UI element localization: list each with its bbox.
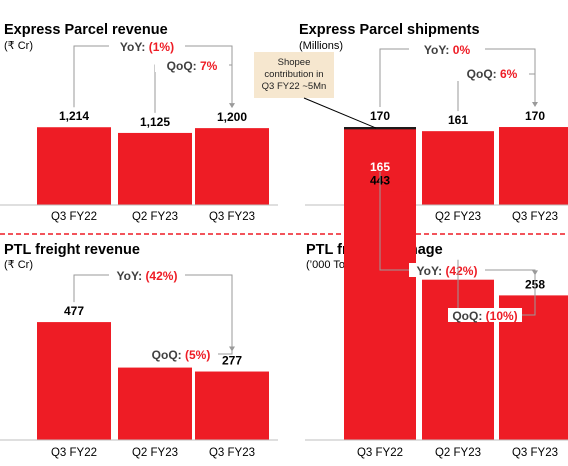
bar-q3-fy22 [37,322,111,440]
data-label: 1,214 [59,109,89,123]
yoy-value: 0% [453,43,471,57]
chart-unit: (Millions) [299,40,343,52]
yoy-arrow [532,102,538,108]
yoy-label: YoY: (42%) [117,269,178,283]
yoy-label-bg [409,42,485,56]
yoy-arrow [229,103,235,109]
chart-title: Express Parcel shipments [299,22,480,38]
yoy-label-bg [109,268,185,282]
x-tick-label: Q3 FY23 [512,211,558,223]
inner-value-label: 165 [370,160,390,174]
data-label: 277 [222,354,242,368]
data-label: 1,125 [140,115,170,129]
qoq-value: 7% [200,59,218,73]
annotation-pointer [303,97,377,129]
yoy-text: YoY: [424,43,453,57]
qoq-value: (10%) [486,309,518,323]
qoq-label-bg [448,308,522,322]
x-tick-label: Q3 FY22 [357,447,403,459]
data-label: 161 [448,113,468,127]
annotation-line: Shopee [278,57,311,68]
chart-unit: (₹ Cr) [4,40,33,52]
qoq-label-bg [144,347,218,361]
x-tick-label: Q2 FY23 [435,211,481,223]
yoy-text: YoY: [417,264,446,278]
annotation-line: contribution in [264,69,323,80]
yoy-value: (42%) [145,269,177,283]
data-label: 477 [64,304,84,318]
qoq-label: QoQ: (5%) [152,348,211,362]
qoq-label-bg [455,67,529,81]
qoq-label: QoQ: 7% [167,59,218,73]
qoq-value: 6% [500,67,518,81]
x-tick-label: Q3 FY23 [209,447,255,459]
x-tick-label: Q2 FY23 [132,447,178,459]
qoq-text: QoQ: [167,59,200,73]
bar-q3-fy23 [195,128,269,205]
bar-q2-fy23 [118,367,192,440]
chart-panel-1: Express Parcel revenue (₹ Cr) 1,214 Q3 FY22… [0,22,278,223]
x-tick-label: Q2 FY23 [132,211,178,223]
data-label: 170 [525,109,545,123]
annotation-line: Q3 FY22 ~5Mn [262,81,327,92]
yoy-bracket [73,45,233,108]
bar-q3-fy23 [499,127,568,205]
qoq-text: QoQ: [152,348,185,362]
x-tick-label: Q3 FY22 [51,211,97,223]
x-tick-label: Q2 FY23 [435,447,481,459]
bar-q2-fy23 [118,132,192,205]
chart-unit: (₹ Cr) [4,259,33,271]
chart-title: Express Parcel revenue [4,22,168,38]
yoy-label-bg [409,263,485,277]
x-tick-label: Q3 FY22 [51,447,97,459]
bar-q3-fy22 [37,127,111,205]
yoy-value: (42%) [445,264,477,278]
yoy-text: YoY: [120,40,149,54]
qoq-text: QoQ: [467,67,500,81]
chart-title: PTL freight revenue [4,242,140,258]
yoy-label: YoY: (42%) [417,264,478,278]
qoq-label: QoQ: 6% [467,67,518,81]
qoq-text: QoQ: [452,309,485,323]
yoy-value: (1%) [149,40,174,54]
qoq-value: (5%) [185,348,210,362]
data-label: 1,200 [217,110,247,124]
yoy-label: YoY: (1%) [120,40,174,54]
qoq-label-bg [155,58,229,72]
annotation-box [254,52,334,98]
shopee-segment [344,127,416,130]
bar-q2-fy23 [422,131,494,205]
qoq-label: QoQ: (10%) [452,309,517,323]
yoy-text: YoY: [117,269,146,283]
x-tick-label: Q3 FY23 [209,211,255,223]
yoy-label: YoY: 0% [424,43,471,57]
data-label: 170 [370,109,390,123]
bar-q3-fy23 [195,371,269,440]
yoy-label-bg [109,39,185,53]
x-tick-label: Q3 FY23 [512,447,558,459]
